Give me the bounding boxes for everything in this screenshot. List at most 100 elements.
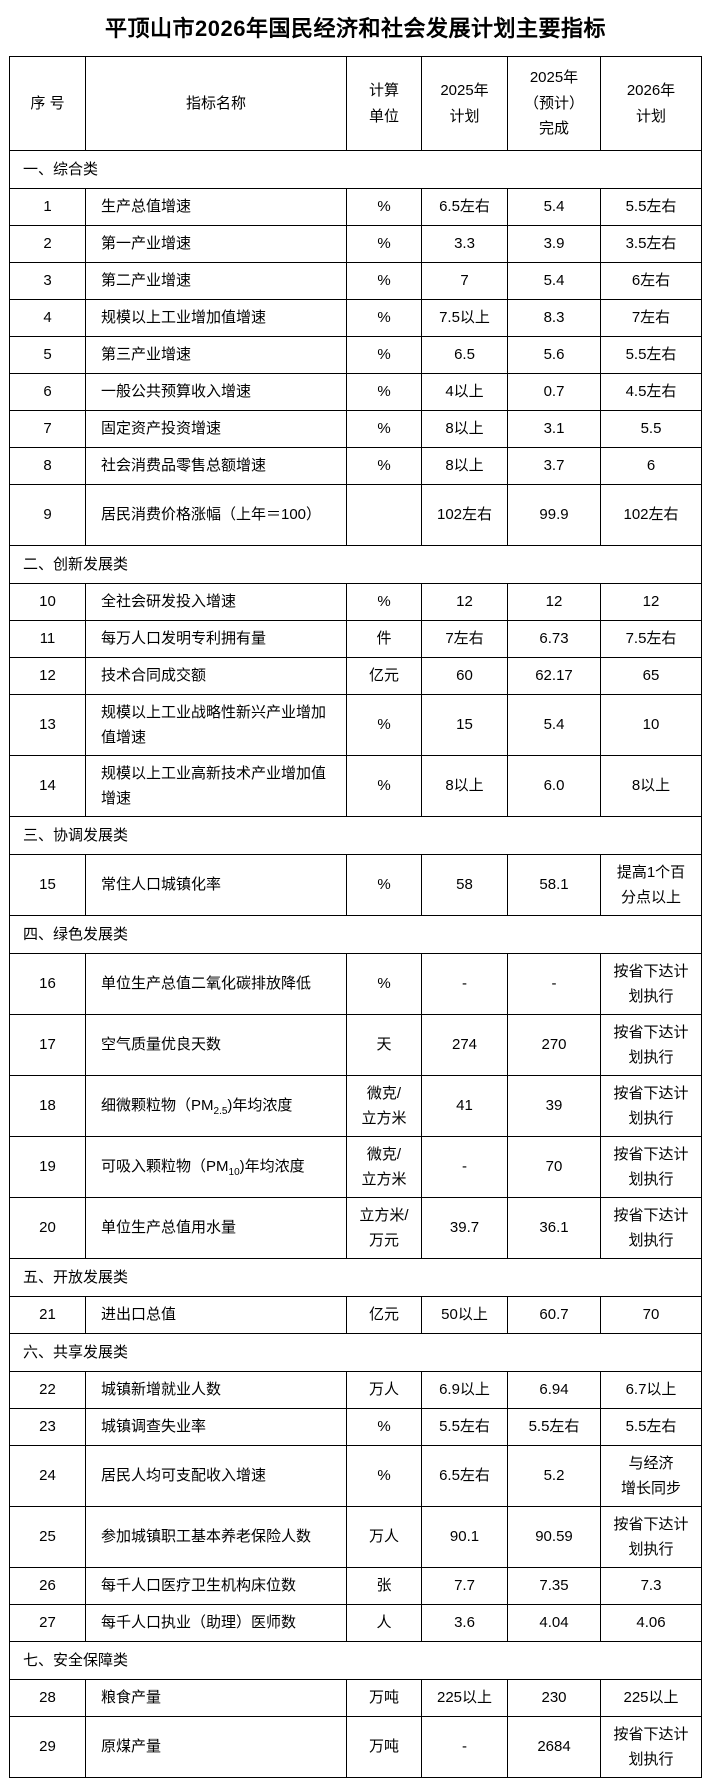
cell-serial-no: 21 [9, 1296, 86, 1334]
cell-serial-no: 3 [9, 262, 86, 300]
cell-2026-plan: 225以上 [600, 1679, 702, 1717]
cell-2026-plan: 12 [600, 583, 702, 621]
cell-unit: 天 [346, 1014, 422, 1076]
cell-2025-expected: 6.94 [507, 1371, 601, 1409]
cell-unit: % [346, 1445, 422, 1507]
table-row: 2 第一产业增速% 3.3 3.9 3.5左右 [9, 225, 702, 263]
table-row: 18 细微颗粒物（PM2.5)年均浓度 微克/ 立方米 41 39 按省下达计 划执行 [9, 1075, 702, 1137]
cell-2025-plan: 8以上 [421, 410, 508, 448]
cell-serial-no: 18 [9, 1075, 86, 1137]
cell-2026-plan: 按省下达计 划执行 [600, 1136, 702, 1198]
cell-2025-plan: 274 [421, 1014, 508, 1076]
cell-2025-expected: 39 [507, 1075, 601, 1137]
cell-unit: 万吨 [346, 1679, 422, 1717]
cell-2025-expected: 60.7 [507, 1296, 601, 1334]
table-row: 29 原煤产量 万吨 -2684 按省下达计 划执行 [9, 1716, 702, 1778]
cell-2025-expected: 5.4 [507, 262, 601, 300]
cell-2025-expected: 270 [507, 1014, 601, 1076]
table-row: 9 居民消费价格涨幅（上年＝100） 102左右 99.9 102左右 [9, 484, 702, 546]
cell-serial-no: 29 [9, 1716, 86, 1778]
cell-indicator-name: 技术合同成交额 [85, 657, 347, 695]
cell-unit: % [346, 583, 422, 621]
cell-indicator-name: 居民消费价格涨幅（上年＝100） [85, 484, 347, 546]
cell-2025-plan: - [421, 953, 508, 1015]
cell-2026-plan: 7.3 [600, 1567, 702, 1605]
cell-unit: 张 [346, 1567, 422, 1605]
cell-2025-expected: 5.5左右 [507, 1408, 601, 1446]
table-row: 15 常住人口城镇化率% 58 58.1 提高1个百 分点以上 [9, 854, 702, 916]
cell-unit: 立方米/ 万元 [346, 1197, 422, 1259]
cell-2025-plan: 7.7 [421, 1567, 508, 1605]
cell-2026-plan: 5.5 [600, 410, 702, 448]
cell-2026-plan: 7左右 [600, 299, 702, 337]
cell-indicator-name: 进出口总值 [85, 1296, 347, 1334]
section-row: 六、共享发展类 [9, 1333, 702, 1372]
cell-unit: 万吨 [346, 1716, 422, 1778]
cell-2025-expected: 5.2 [507, 1445, 601, 1507]
cell-2026-plan: 5.5左右 [600, 336, 702, 374]
cell-2025-plan: 6.5 [421, 336, 508, 374]
cell-serial-no: 22 [9, 1371, 86, 1409]
cell-2026-plan: 3.5左右 [600, 225, 702, 263]
col-header-unit: 计算 单位 [346, 56, 422, 151]
cell-indicator-name: 参加城镇职工基本养老保险人数 [85, 1506, 347, 1568]
table-row: 10 全社会研发投入增速% 12 12 12 [9, 583, 702, 621]
cell-2025-plan: - [421, 1716, 508, 1778]
cell-unit: % [346, 336, 422, 374]
cell-unit: 人 [346, 1604, 422, 1642]
cell-indicator-name: 每千人口执业（助理）医师数 [85, 1604, 347, 1642]
cell-2025-expected: 3.7 [507, 447, 601, 485]
cell-2026-plan: 6 [600, 447, 702, 485]
cell-indicator-name: 生产总值增速 [85, 188, 347, 226]
cell-2026-plan: 按省下达计 划执行 [600, 953, 702, 1015]
cell-unit: 微克/ 立方米 [346, 1136, 422, 1198]
cell-serial-no: 5 [9, 336, 86, 374]
cell-serial-no: 4 [9, 299, 86, 337]
cell-2026-plan: 按省下达计 划执行 [600, 1075, 702, 1137]
cell-indicator-name: 空气质量优良天数 [85, 1014, 347, 1076]
cell-indicator-name: 全社会研发投入增速 [85, 583, 347, 621]
cell-2025-expected: 3.9 [507, 225, 601, 263]
cell-2025-plan: 50以上 [421, 1296, 508, 1334]
cell-indicator-name: 可吸入颗粒物（PM10)年均浓度 [85, 1136, 347, 1198]
table-row: 19 可吸入颗粒物（PM10)年均浓度 微克/ 立方米 -70 按省下达计 划执行 [9, 1136, 702, 1198]
cell-unit: % [346, 953, 422, 1015]
cell-indicator-name: 细微颗粒物（PM2.5)年均浓度 [85, 1075, 347, 1137]
cell-serial-no: 7 [9, 410, 86, 448]
table-row: 13 规模以上工业战略性新兴产业增加值增速% 15 5.4 10 [9, 694, 702, 756]
cell-unit: % [346, 299, 422, 337]
cell-2025-expected: 5.4 [507, 188, 601, 226]
cell-2025-expected: 5.6 [507, 336, 601, 374]
cell-2025-plan: 90.1 [421, 1506, 508, 1568]
cell-2026-plan: 6左右 [600, 262, 702, 300]
cell-indicator-name: 规模以上工业高新技术产业增加值增速 [85, 755, 347, 817]
cell-unit: 微克/ 立方米 [346, 1075, 422, 1137]
cell-indicator-name: 社会消费品零售总额增速 [85, 447, 347, 485]
cell-2026-plan: 按省下达计 划执行 [600, 1014, 702, 1076]
cell-2025-expected: 70 [507, 1136, 601, 1198]
cell-2026-plan: 按省下达计 划执行 [600, 1197, 702, 1259]
cell-2026-plan: 5.5左右 [600, 1408, 702, 1446]
table-row: 7 固定资产投资增速% 8以上 3.1 5.5 [9, 410, 702, 448]
cell-serial-no: 12 [9, 657, 86, 695]
cell-unit: 亿元 [346, 1296, 422, 1334]
section-label: 三、协调发展类 [9, 816, 702, 855]
cell-2026-plan: 65 [600, 657, 702, 695]
cell-unit: % [346, 410, 422, 448]
cell-unit: 万人 [346, 1506, 422, 1568]
cell-2025-expected: 8.3 [507, 299, 601, 337]
cell-unit: % [346, 373, 422, 411]
cell-2025-plan: 6.9以上 [421, 1371, 508, 1409]
cell-2025-plan: 12 [421, 583, 508, 621]
cell-indicator-name: 规模以上工业战略性新兴产业增加值增速 [85, 694, 347, 756]
cell-serial-no: 9 [9, 484, 86, 546]
cell-2025-expected: 3.1 [507, 410, 601, 448]
cell-serial-no: 2 [9, 225, 86, 263]
cell-2026-plan: 7.5左右 [600, 620, 702, 658]
cell-unit: % [346, 1408, 422, 1446]
cell-indicator-name: 第二产业增速 [85, 262, 347, 300]
table-row: 16 单位生产总值二氧化碳排放降低% - - 按省下达计 划执行 [9, 953, 702, 1015]
cell-2026-plan: 6.7以上 [600, 1371, 702, 1409]
cell-unit: 亿元 [346, 657, 422, 695]
